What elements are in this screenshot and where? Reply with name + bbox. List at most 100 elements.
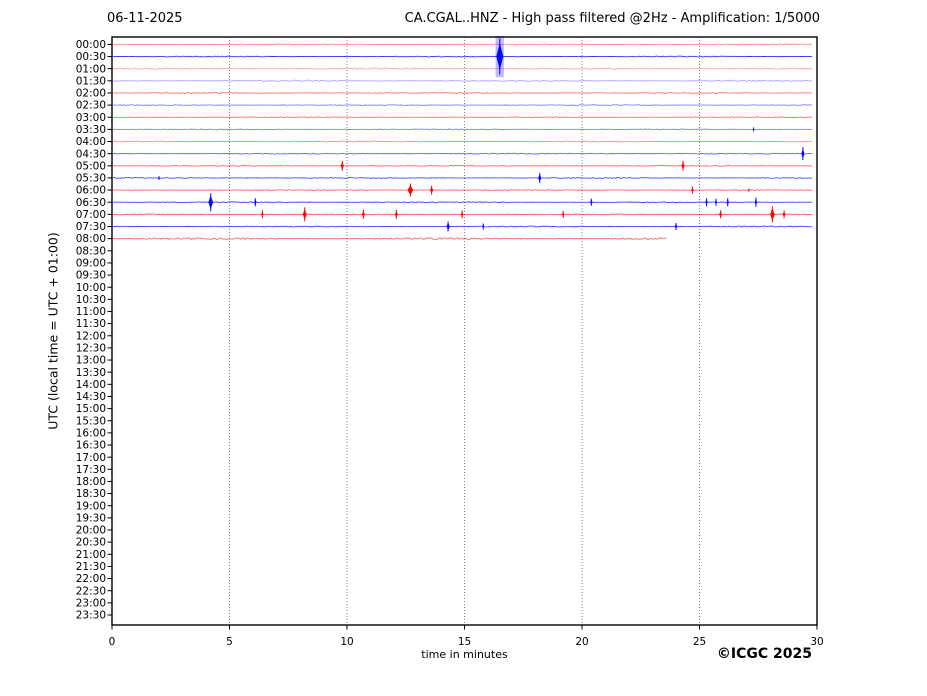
x-tick-label-10: 10 bbox=[340, 636, 353, 648]
event-spike-00:30-16.5min bbox=[496, 43, 504, 70]
x-axis-label: time in minutes bbox=[421, 648, 508, 661]
x-tick-label-25: 25 bbox=[693, 636, 706, 648]
y-tick-label-05:00: 05:00 bbox=[76, 160, 106, 172]
plot-frame bbox=[111, 36, 818, 626]
y-tick-label-04:00: 04:00 bbox=[76, 136, 106, 148]
event-spike-06:00-12.7min bbox=[407, 185, 414, 195]
event-spike-04:30-29.4min bbox=[801, 148, 805, 159]
event-spike-07:00-14.9min bbox=[460, 211, 464, 218]
y-tick-label-08:30: 08:30 bbox=[76, 245, 106, 257]
copyright-label: ©ICGC 2025 bbox=[716, 646, 812, 662]
y-tick-label-21:00: 21:00 bbox=[76, 549, 106, 561]
trace-row-06:30 bbox=[112, 201, 812, 204]
trace-row-07:30 bbox=[112, 225, 812, 228]
y-tick-label-15:30: 15:30 bbox=[76, 415, 106, 427]
y-tick-label-23:30: 23:30 bbox=[76, 610, 106, 622]
y-tick-label-10:00: 10:00 bbox=[76, 282, 106, 294]
event-spike-05:30-18.2min bbox=[538, 174, 542, 182]
y-tick-label-11:30: 11:30 bbox=[76, 318, 106, 330]
y-tick-label-09:30: 09:30 bbox=[76, 270, 106, 282]
y-tick-label-01:00: 01:00 bbox=[76, 63, 106, 75]
y-tick-label-07:00: 07:00 bbox=[76, 209, 106, 221]
y-tick-label-05:30: 05:30 bbox=[76, 173, 106, 185]
trace-row-02:30 bbox=[112, 104, 813, 107]
event-spike-07:00-8.2min bbox=[302, 209, 307, 220]
event-spike-07:30-14.3min bbox=[446, 222, 450, 231]
event-spike-03:30-27.3min bbox=[752, 127, 755, 131]
event-spike-06:30-25.3min bbox=[705, 199, 708, 206]
y-tick-label-15:00: 15:00 bbox=[76, 403, 106, 415]
trace-row-03:30 bbox=[112, 128, 813, 131]
trace-row-03:00 bbox=[112, 116, 813, 119]
trace-row-02:00 bbox=[112, 91, 813, 95]
event-spike-05:30-2min bbox=[158, 176, 160, 180]
trace-row-05:00 bbox=[112, 164, 813, 167]
x-tick-label-5: 5 bbox=[226, 636, 233, 648]
y-tick-label-02:30: 02:30 bbox=[76, 100, 106, 112]
y-tick-label-10:30: 10:30 bbox=[76, 294, 106, 306]
trace-row-05:30 bbox=[112, 177, 813, 179]
y-tick-label-23:00: 23:00 bbox=[76, 597, 106, 609]
event-spike-06:00-13.6min bbox=[430, 186, 434, 194]
y-tick-label-13:30: 13:30 bbox=[76, 367, 106, 379]
y-tick-label-04:30: 04:30 bbox=[76, 148, 106, 160]
y-tick-label-09:00: 09:00 bbox=[76, 258, 106, 270]
event-spike-06:30-20.4min bbox=[590, 199, 593, 205]
event-spike-07:00-28.1min bbox=[770, 208, 775, 221]
y-tick-label-12:30: 12:30 bbox=[76, 343, 106, 355]
y-tick-label-03:00: 03:00 bbox=[76, 112, 106, 124]
event-spike-07:00-25.9min bbox=[719, 211, 723, 218]
y-tick-label-07:30: 07:30 bbox=[76, 221, 106, 233]
y-tick-label-17:30: 17:30 bbox=[76, 464, 106, 476]
y-tick-label-13:00: 13:00 bbox=[76, 355, 106, 367]
trace-row-06:00 bbox=[112, 189, 813, 192]
date-label: 06-11-2025 bbox=[107, 11, 183, 26]
y-tick-label-18:00: 18:00 bbox=[76, 476, 106, 488]
y-tick-label-06:00: 06:00 bbox=[76, 185, 106, 197]
event-spike-05:00-24.3min bbox=[681, 162, 685, 170]
event-spike-07:30-15.8min bbox=[482, 224, 485, 229]
y-tick-label-14:00: 14:00 bbox=[76, 379, 106, 391]
y-tick-label-08:00: 08:00 bbox=[76, 233, 106, 245]
y-tick-label-03:30: 03:30 bbox=[76, 124, 106, 136]
event-spike-07:00-6.4min bbox=[261, 211, 264, 218]
x-tick-label-0: 0 bbox=[109, 636, 116, 648]
trace-row-00:00 bbox=[112, 43, 813, 46]
trace-row-04:00 bbox=[112, 140, 813, 143]
x-tick-label-20: 20 bbox=[575, 636, 588, 648]
y-tick-label-20:00: 20:00 bbox=[76, 525, 106, 537]
y-tick-label-19:00: 19:00 bbox=[76, 500, 106, 512]
event-spike-07:00-12.1min bbox=[394, 211, 398, 218]
y-tick-label-22:00: 22:00 bbox=[76, 573, 106, 585]
y-tick-label-17:00: 17:00 bbox=[76, 452, 106, 464]
y-tick-label-02:00: 02:00 bbox=[76, 88, 106, 100]
event-spike-06:30-6.1min bbox=[254, 199, 257, 206]
trace-row-00:30 bbox=[112, 55, 813, 58]
y-tick-label-16:30: 16:30 bbox=[76, 440, 106, 452]
trace-row-01:00 bbox=[112, 67, 813, 70]
y-tick-label-12:00: 12:00 bbox=[76, 330, 106, 342]
event-spike-06:30-4.2min bbox=[208, 195, 214, 209]
y-tick-label-22:30: 22:30 bbox=[76, 585, 106, 597]
trace-row-01:30 bbox=[112, 79, 813, 83]
y-tick-label-00:00: 00:00 bbox=[76, 39, 106, 51]
event-spike-07:30-24min bbox=[674, 223, 678, 230]
event-spike-06:00-24.7min bbox=[691, 187, 694, 193]
event-spike-05:00-9.8min bbox=[340, 162, 344, 170]
plot-title: CA.CGAL..HNZ - High pass filtered @2Hz -… bbox=[404, 11, 820, 26]
event-spike-06:00-27.1min bbox=[748, 189, 750, 192]
y-tick-label-16:00: 16:00 bbox=[76, 427, 106, 439]
event-spike-07:00-28.6min bbox=[782, 211, 786, 218]
event-spike-07:00-10.7min bbox=[361, 211, 365, 218]
y-tick-label-19:30: 19:30 bbox=[76, 512, 106, 524]
y-tick-label-14:30: 14:30 bbox=[76, 391, 106, 403]
x-tick-label-15: 15 bbox=[458, 636, 471, 648]
trace-row-04:30 bbox=[112, 152, 813, 155]
y-tick-label-20:30: 20:30 bbox=[76, 537, 106, 549]
event-spike-07:00-19.2min bbox=[562, 211, 565, 217]
event-spike-06:30-26.2min bbox=[726, 199, 729, 206]
y-tick-label-18:30: 18:30 bbox=[76, 488, 106, 500]
event-spike-06:30-25.7min bbox=[715, 199, 717, 205]
